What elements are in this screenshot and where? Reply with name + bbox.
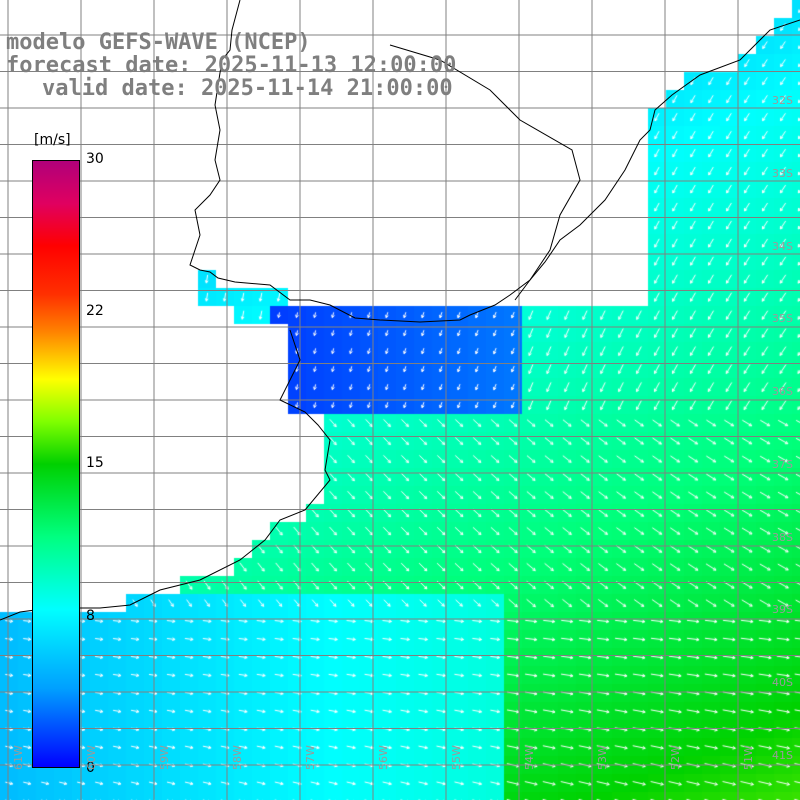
lat-label: 35S: [772, 312, 793, 325]
colorbar-tick-22: 22: [86, 303, 104, 319]
colorbar-tick-0: 0: [86, 760, 95, 776]
title-forecast-date: forecast date: 2025-11-13 12:00:00: [6, 53, 457, 78]
lon-label: 57W: [304, 745, 317, 770]
colorbar-tick-15: 15: [86, 455, 104, 471]
coastline-argentina: [0, 329, 331, 621]
lat-label: 41S: [772, 749, 793, 762]
lon-label: 61W: [12, 745, 25, 770]
lon-label: 54W: [523, 745, 536, 770]
lat-label: 33S: [772, 167, 793, 180]
lat-label: 36S: [772, 385, 793, 398]
colorbar-unit: [m/s]: [34, 132, 71, 148]
lon-label: 51W: [742, 745, 755, 770]
lon-label: 56W: [377, 745, 390, 770]
lon-label: 55W: [450, 745, 463, 770]
title-valid-date: valid date: 2025-11-14 21:00:00: [42, 76, 453, 101]
coastline: [189, 0, 800, 323]
lat-label: 34S: [772, 240, 793, 253]
lat-label: 37S: [772, 458, 793, 471]
colorbar-tick-8: 8: [86, 608, 95, 624]
colorbar: [32, 160, 80, 768]
lon-label: 52W: [669, 745, 682, 770]
lat-label: 40S: [772, 676, 793, 689]
title-model: modelo GEFS-WAVE (NCEP): [6, 30, 311, 55]
lat-label: 39S: [772, 603, 793, 616]
lat-label: 38S: [772, 531, 793, 544]
lat-label: 32S: [772, 94, 793, 107]
coastline-uruguay: [389, 44, 581, 301]
lon-label: 58W: [231, 745, 244, 770]
lon-label: 59W: [158, 745, 171, 770]
colorbar-tick-30: 30: [86, 151, 104, 167]
lon-label: 53W: [596, 745, 609, 770]
lon-label: 60W: [85, 745, 98, 770]
